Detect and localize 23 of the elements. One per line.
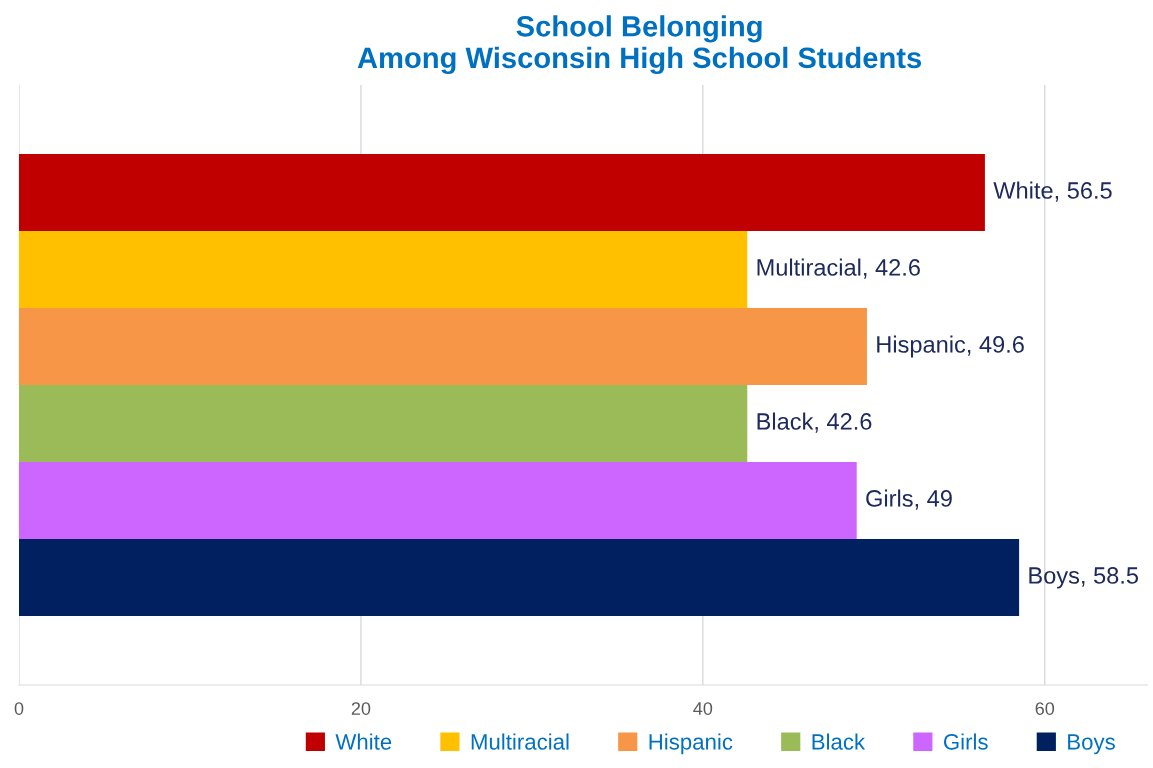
data-label: White, 56.5 bbox=[993, 181, 1112, 202]
bar bbox=[19, 231, 748, 308]
bar bbox=[19, 308, 867, 385]
data-label: Multiracial, 42.6 bbox=[757, 258, 920, 279]
data-label: Girls, 49 bbox=[866, 489, 952, 510]
chart-title: School Belonging Among Wisconsin High School Students bbox=[357, 15, 922, 75]
x-tick-label: 0 bbox=[14, 702, 24, 715]
bar bbox=[19, 462, 857, 539]
data-label: Black, 42.6 bbox=[757, 412, 872, 433]
x-tick-label: 20 bbox=[351, 702, 371, 715]
legend-label: Multiracial bbox=[471, 733, 569, 750]
legend-label: Girls bbox=[943, 733, 988, 750]
bar bbox=[19, 154, 985, 231]
data-label: Boys, 58.5 bbox=[1029, 567, 1139, 589]
x-tick-label: 60 bbox=[1035, 702, 1055, 715]
bar bbox=[19, 539, 1020, 616]
bar bbox=[19, 385, 748, 462]
data-label: Hispanic, 49.6 bbox=[877, 335, 1024, 358]
legend-label: Hispanic bbox=[649, 733, 733, 755]
legend-label: Boys bbox=[1068, 734, 1115, 755]
legend-label: Black bbox=[812, 733, 866, 750]
legend-label: White bbox=[335, 733, 392, 750]
x-tick-label: 40 bbox=[693, 702, 713, 715]
